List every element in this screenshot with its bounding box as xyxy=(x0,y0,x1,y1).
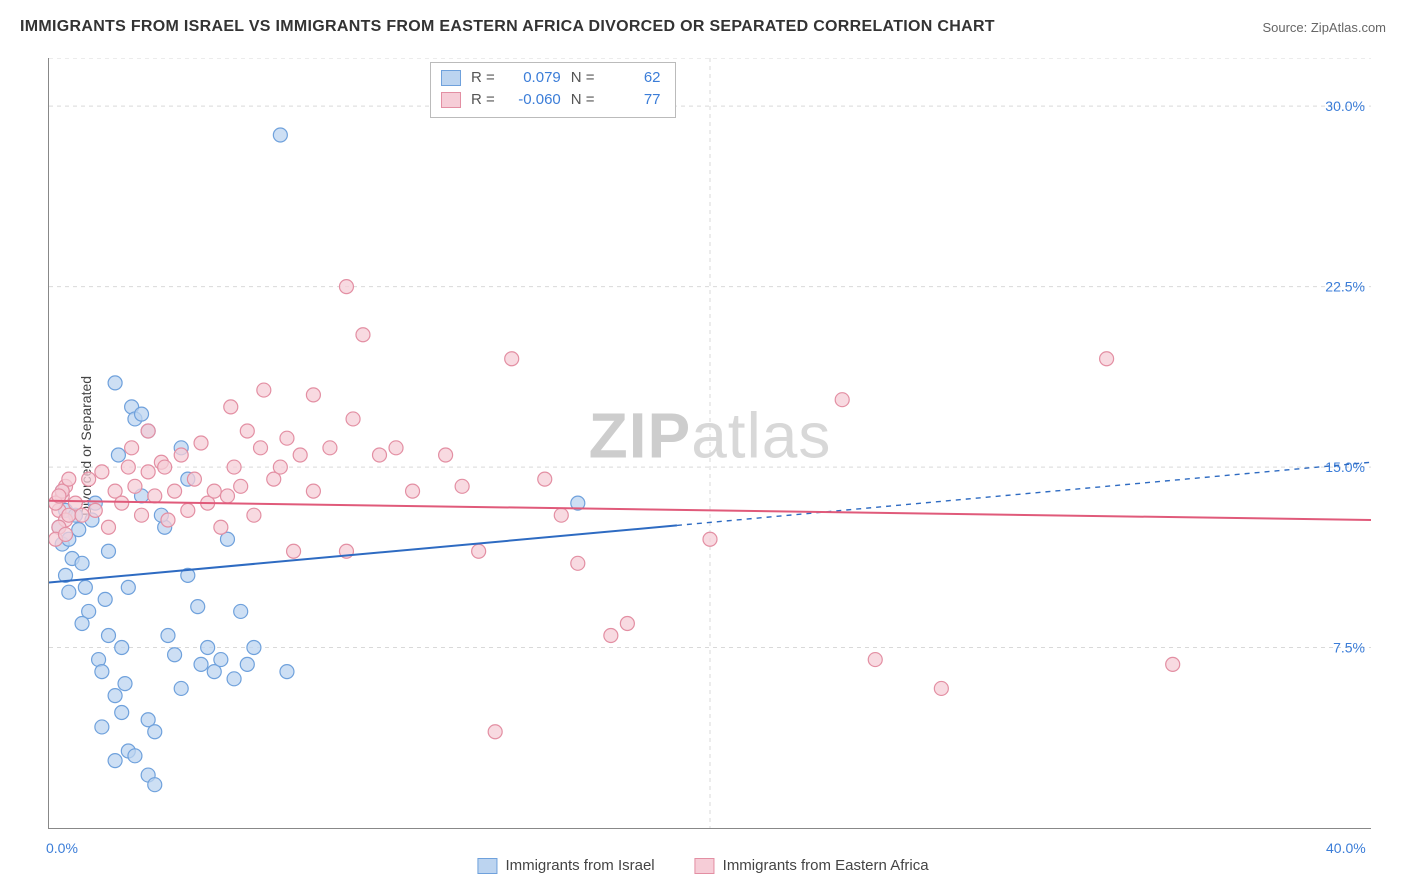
chart-header: IMMIGRANTS FROM ISRAEL VS IMMIGRANTS FRO… xyxy=(20,18,1386,36)
x-axis-tick-label: 0.0% xyxy=(46,840,78,856)
chart-title: IMMIGRANTS FROM ISRAEL VS IMMIGRANTS FRO… xyxy=(20,18,995,36)
chart-plot-area: ZIPatlas 7.5%15.0%22.5%30.0% xyxy=(48,58,1371,829)
correlation-legend-row: R = 0.079 N = 62 xyxy=(441,67,661,89)
series-legend: Immigrants from Israel Immigrants from E… xyxy=(477,857,928,874)
chart-source: Source: ZipAtlas.com xyxy=(1262,20,1386,35)
legend-swatch-israel xyxy=(441,70,461,86)
svg-text:22.5%: 22.5% xyxy=(1325,279,1365,295)
legend-swatch-eastern-africa xyxy=(695,858,715,874)
series-legend-item: Immigrants from Israel xyxy=(477,857,654,874)
series-legend-label: Immigrants from Israel xyxy=(505,857,654,874)
legend-swatch-eastern-africa xyxy=(441,92,461,108)
x-axis-tick-label: 40.0% xyxy=(1326,840,1366,856)
scatter-plot-svg: 7.5% 15.0% 22.5% 30.0% xyxy=(49,58,1371,828)
series-legend-item: Immigrants from Eastern Africa xyxy=(695,857,929,874)
legend-swatch-israel xyxy=(477,858,497,874)
correlation-legend-row: R = -0.060 N = 77 xyxy=(441,89,661,111)
svg-text:15.0%: 15.0% xyxy=(1325,459,1365,475)
svg-text:30.0%: 30.0% xyxy=(1325,98,1365,114)
series-legend-label: Immigrants from Eastern Africa xyxy=(723,857,929,874)
correlation-legend: R = 0.079 N = 62 R = -0.060 N = 77 xyxy=(430,62,676,118)
svg-text:7.5%: 7.5% xyxy=(1333,640,1365,656)
